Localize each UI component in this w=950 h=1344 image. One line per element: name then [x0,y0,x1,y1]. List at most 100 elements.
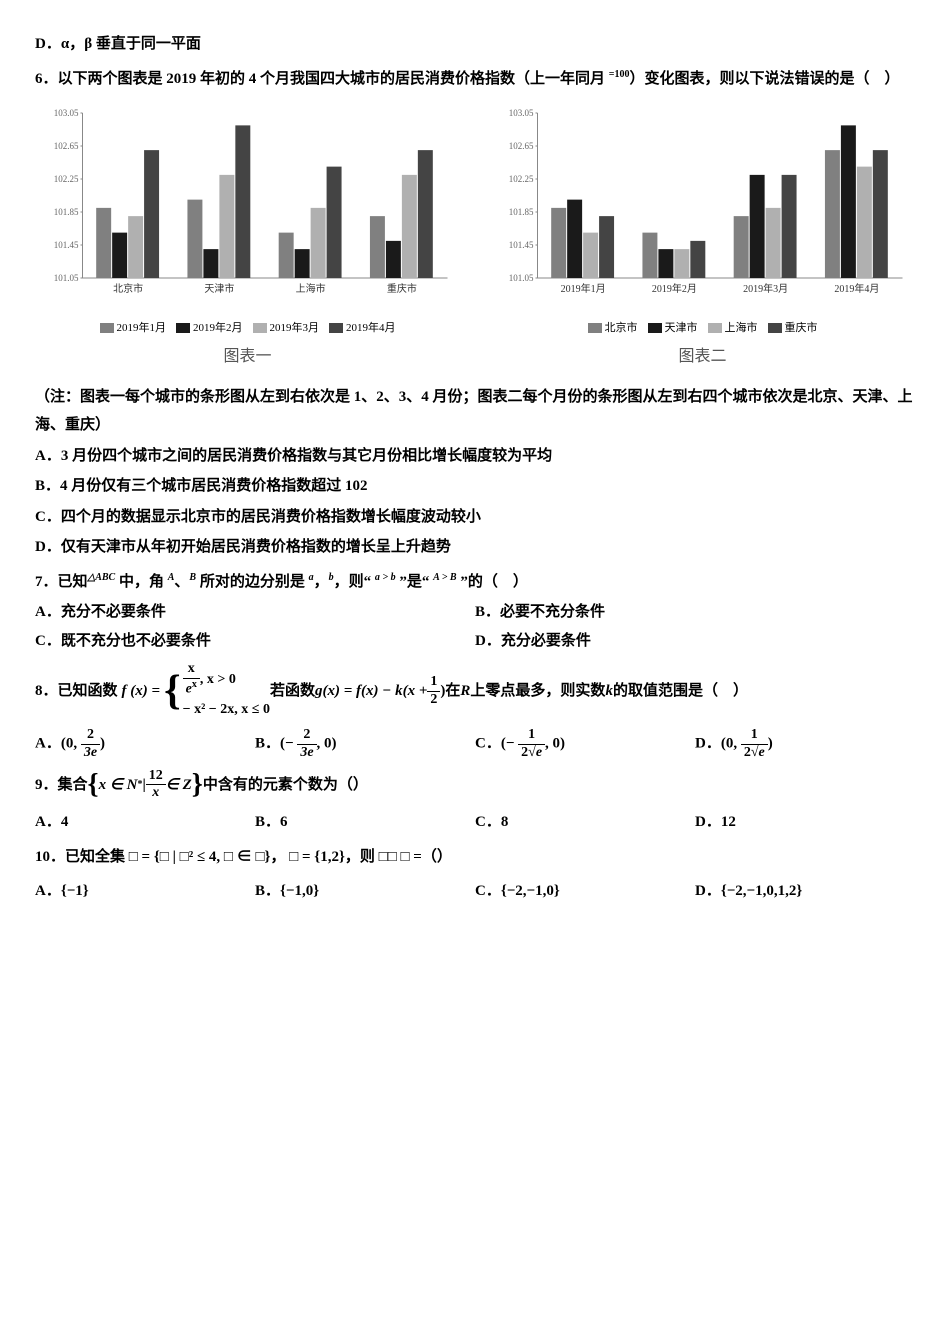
q8-case2: − x² − 2x, x ≤ 0 [183,699,270,721]
svg-text:2019年2月: 2019年2月 [652,282,697,295]
q9-open: { [88,771,99,799]
svg-text:2019年1月: 2019年1月 [561,282,606,295]
q8-A: A．(0, 23e) [35,727,255,762]
q9-close: } [192,771,203,799]
q10-C: C．{−2,−1,0} [475,877,695,906]
q8-D-d1: 2 [744,745,751,760]
q6-A: A．3 月份四个城市之间的居民消费价格指数与其它月份相比增长幅度较为平均 [35,442,915,471]
q8-pre: 8．已知函数 [35,677,118,706]
svg-text:北京市: 北京市 [113,282,143,295]
q10-stem: 10．已知全集 □ = {□ | □² ≤ 4, □ ∈ □}， □ = {1,… [35,843,915,872]
q9-D: D．12 [695,808,915,837]
svg-text:101.85: 101.85 [54,207,79,217]
q8-c1-cond: , x > 0 [200,672,236,687]
q8-case1: xex, x > 0 [183,661,270,698]
q8-C: C．(− 12√e, 0) [475,727,695,762]
q8-D-post: ) [768,736,773,752]
q7-D: D．充分必要条件 [475,627,915,656]
q8-C-d: 2√e [518,745,545,762]
q7-t12: ”是“ [396,574,434,590]
q9-post: 中含有的元素个数为（） [203,771,368,800]
q8-D: D．(0, 12√e) [695,727,915,762]
svg-text:102.25: 102.25 [54,174,79,184]
q8-R: R [460,677,470,706]
q7-t6: 所对的边分别是 [196,574,309,590]
q8-A-d: 3e [81,745,100,762]
q8-cases: xex, x > 0 − x² − 2x, x ≤ 0 [183,661,270,721]
q8-piecewise: { xex, x > 0 − x² − 2x, x ≤ 0 [164,661,270,721]
q6-B: B．4 月份仅有三个城市居民消费价格指数超过 102 [35,472,915,501]
q6-note: （注：图表一每个城市的条形图从左到右依次是 1、2、3、4 月份；图表二每个月份… [35,383,915,440]
q8-c1-exp: x [192,679,197,690]
q9-B: B．6 [255,808,475,837]
q10-B: B．{−1,0} [255,877,475,906]
svg-text:103.05: 103.05 [509,108,534,118]
q9-options: A．4 B．6 C．8 D．12 [35,808,915,837]
q6-D: D．仅有天津市从年初开始居民消费价格指数的增长呈上升趋势 [35,533,915,562]
q9-stem: 9．集合 { x ∈ N* | 12x ∈ Z } 中含有的元素个数为（） [35,768,915,803]
q9-b2: ∈ Z [166,771,192,800]
chart1-box: 101.05101.45101.85102.25102.65103.05北京市天… [35,103,460,373]
q7-stem: 7．已知△ABC 中，角 A、B 所对的边分别是 a，b，则“ a > b ”是… [35,568,915,597]
q9-C: C．8 [475,808,695,837]
q8-after: 在 [445,677,460,706]
q8-C-n: 1 [518,727,545,745]
q8-D-n: 1 [741,727,768,745]
q8-c1-num: x [183,661,200,679]
q8-C-pre: C．(− [475,736,518,752]
svg-text:上海市: 上海市 [296,282,326,295]
q8-B-post: , 0) [317,736,337,752]
q8-half-n: 1 [427,674,440,692]
q9-fd: x [146,785,166,802]
q8-B-n: 2 [297,727,316,745]
q8-gx: g(x) = f(x) − k(x + [315,677,427,706]
q8-D-pre: D．(0, [695,736,741,752]
q8-k: k [605,677,613,706]
q7-t1: △ABC [88,572,116,583]
chart1-legend: 2019年1月2019年2月2019年3月2019年4月 [35,318,460,339]
q8-B-d: 3e [297,745,316,762]
q7-t10: ，则“ [334,574,375,590]
chart2-caption: 图表二 [490,342,915,372]
q7-t14: ”的（ ） [457,574,528,590]
q7-row2: C．既不充分也不必要条件 D．充分必要条件 [35,627,915,656]
q6-stem-post: ）变化图表，则以下说法错误的是（ ） [629,71,899,87]
q9-A: A．4 [35,808,255,837]
q10-options: A．{−1} B．{−1,0} C．{−2,−1,0} D．{−2,−1,0,1… [35,877,915,906]
svg-text:2019年3月: 2019年3月 [743,282,788,295]
svg-text:102.25: 102.25 [509,174,534,184]
svg-text:101.05: 101.05 [54,273,79,283]
q8-options: A．(0, 23e) B．(− 23e, 0) C．(− 12√e, 0) D．… [35,727,915,762]
q7-t2: 中，角 [115,574,168,590]
q8-mid: 若函数 [270,677,315,706]
q7-t13: A > B [433,572,457,583]
q7-B: B．必要不充分条件 [475,598,915,627]
q8-C-post: , 0) [545,736,565,752]
svg-text:101.85: 101.85 [509,207,534,217]
q6-C: C．四个月的数据显示北京市的居民消费价格指数增长幅度波动较小 [35,503,915,532]
q7-t0: 7．已知 [35,574,88,590]
q7-C: C．既不充分也不必要条件 [35,627,475,656]
q10-A: A．{−1} [35,877,255,906]
q7-t11: a > b [375,572,396,583]
svg-text:102.65: 102.65 [54,141,79,151]
q8-D-d: 2√e [741,745,768,762]
svg-text:2019年4月: 2019年4月 [834,282,879,295]
q6-stem: 6．以下两个图表是 2019 年初的 4 个月我国四大城市的居民消费价格指数（上… [35,65,915,94]
q8-B-pre: B．(− [255,736,297,752]
q8-after3: 的取值范围是（ ） [613,677,748,706]
q10-D: D．{−2,−1,0,1,2} [695,877,915,906]
q8-half-d: 2 [427,692,440,709]
q9-pre: 9．集合 [35,771,88,800]
svg-text:102.65: 102.65 [509,141,534,151]
q9-b1: x ∈ N [99,771,138,800]
svg-text:101.45: 101.45 [54,240,79,250]
svg-text:101.45: 101.45 [509,240,534,250]
q5-option-d: D．α，β 垂直于同一平面 [35,30,915,59]
q6-stem-pre: 6．以下两个图表是 2019 年初的 4 个月我国四大城市的居民消费价格指数（上… [35,71,609,87]
q8-A-pre: A．(0, [35,736,81,752]
q8-A-n: 2 [81,727,100,745]
svg-text:重庆市: 重庆市 [387,282,417,295]
q8-after2: 上零点最多，则实数 [470,677,605,706]
charts-row: 101.05101.45101.85102.25102.65103.05北京市天… [35,103,915,373]
